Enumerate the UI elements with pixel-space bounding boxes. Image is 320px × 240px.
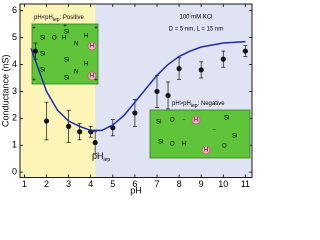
- point: [43, 118, 50, 124]
- charge: +: [94, 78, 98, 84]
- charge: +: [32, 26, 36, 32]
- charge: −: [212, 128, 216, 134]
- x-tick-label: 11: [241, 179, 250, 189]
- x-tick-label: 9: [199, 179, 204, 189]
- atom: N: [74, 70, 78, 76]
- y-tick-label: 0: [12, 166, 17, 176]
- charge: −: [182, 118, 186, 124]
- inset-box: [149, 109, 251, 159]
- point: [165, 92, 171, 99]
- y-axis-label: Conductance (nS): [0, 54, 10, 127]
- x-tick-label: 2: [44, 179, 49, 189]
- y-tick-label: 4: [12, 59, 17, 69]
- x-tick-label: 1: [22, 179, 27, 189]
- point: [220, 56, 226, 62]
- y-tick-label: 5: [12, 32, 17, 42]
- annotation-text: pH: [92, 151, 104, 161]
- atom: Si: [158, 140, 163, 146]
- annotation-sub: iep: [53, 17, 60, 23]
- annotation-text: : Negative: [198, 101, 226, 107]
- y-tick-label: 3: [12, 86, 17, 96]
- atom: O: [222, 144, 227, 150]
- x-axis-label: pH: [130, 185, 142, 195]
- annotation-text: : Positive: [60, 15, 85, 21]
- atom: Si: [232, 134, 237, 140]
- atom: O: [170, 142, 175, 148]
- atom: O: [170, 118, 175, 124]
- y-tick-label: 1: [12, 140, 17, 150]
- y-tick-label: 6: [12, 5, 17, 15]
- x-tick-label: 3: [66, 179, 71, 189]
- atom: Si: [40, 68, 45, 74]
- ion: [87, 71, 97, 81]
- atom: Si: [224, 116, 229, 122]
- atom: O: [52, 36, 57, 42]
- point: [242, 48, 248, 54]
- point: [66, 123, 72, 129]
- annotation: pH>pHiep: Negative: [172, 101, 225, 110]
- atom: Si: [156, 120, 161, 126]
- fit-line: [30, 40, 246, 132]
- charge: +: [94, 26, 98, 32]
- ion: [87, 41, 97, 51]
- ion-label: H: [90, 44, 94, 50]
- atom: H: [84, 62, 88, 68]
- atom: Si: [64, 58, 69, 64]
- ion-label: H: [194, 118, 198, 124]
- point: [92, 139, 98, 146]
- x-tick-label: 4: [88, 179, 93, 189]
- atom: Si: [64, 30, 69, 36]
- plot-frame: [19, 3, 253, 178]
- annotation-text: pH<pH: [34, 15, 53, 21]
- y-tick-label: 2: [12, 113, 17, 123]
- point: [132, 110, 138, 116]
- annotation-sub: iep: [191, 103, 198, 109]
- annotation-sub: iep: [104, 157, 111, 163]
- atom: H: [84, 34, 88, 40]
- point: [176, 65, 182, 72]
- ion-label: H: [204, 148, 208, 154]
- ion: [201, 145, 211, 155]
- atom: H: [62, 36, 66, 42]
- point: [154, 88, 160, 95]
- point: [198, 67, 204, 73]
- atom: H: [182, 142, 186, 148]
- annotation: pH<pHiep: Positive: [34, 15, 85, 24]
- annotation: D = 5 nm, L = 15 nm: [169, 27, 223, 33]
- annotation-text: pH>pH: [172, 101, 191, 107]
- point: [77, 129, 83, 135]
- x-tick-label: 6: [132, 179, 137, 189]
- x-tick-label: 10: [218, 179, 228, 189]
- inset-box: [31, 23, 99, 85]
- ion: [191, 115, 201, 125]
- atom: Si: [64, 76, 69, 82]
- x-tick-label: 7: [154, 179, 159, 189]
- point: [32, 48, 39, 54]
- atom: N: [74, 42, 78, 48]
- atom: Si: [40, 36, 45, 42]
- charge: +: [32, 78, 36, 84]
- atom: Si: [40, 52, 45, 58]
- annotation: pHiep: [92, 151, 110, 163]
- x-tick-label: 5: [110, 179, 115, 189]
- x-tick-label: 8: [177, 179, 182, 189]
- charge: +: [63, 24, 67, 30]
- annotation: 100 mM KCl: [179, 15, 212, 21]
- ion-label: H: [90, 74, 94, 80]
